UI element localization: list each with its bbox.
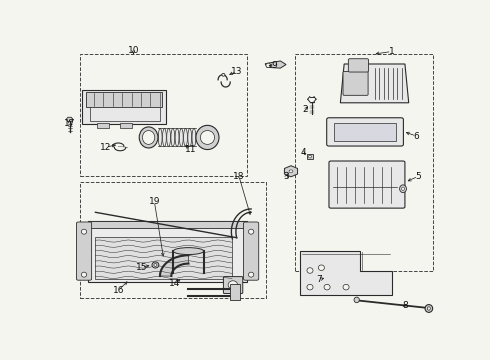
Ellipse shape: [318, 265, 324, 270]
Ellipse shape: [401, 187, 405, 190]
Bar: [230, 284, 240, 300]
Ellipse shape: [179, 129, 183, 147]
Polygon shape: [82, 90, 166, 123]
Ellipse shape: [248, 229, 254, 234]
FancyBboxPatch shape: [223, 276, 243, 293]
Bar: [88, 221, 247, 228]
Ellipse shape: [289, 170, 293, 173]
Text: 11: 11: [185, 145, 196, 154]
Text: 18: 18: [233, 172, 245, 181]
Ellipse shape: [343, 284, 349, 290]
Ellipse shape: [324, 284, 330, 290]
Ellipse shape: [81, 272, 87, 277]
FancyBboxPatch shape: [343, 72, 368, 95]
Ellipse shape: [175, 129, 179, 147]
Ellipse shape: [354, 297, 359, 303]
Bar: [307, 154, 313, 159]
Polygon shape: [265, 61, 286, 68]
FancyBboxPatch shape: [244, 222, 259, 280]
FancyBboxPatch shape: [329, 161, 405, 208]
Ellipse shape: [400, 185, 406, 193]
Ellipse shape: [228, 281, 238, 289]
Text: 12: 12: [100, 143, 111, 152]
Ellipse shape: [266, 63, 270, 68]
Text: 4: 4: [301, 148, 306, 157]
Ellipse shape: [222, 73, 225, 76]
Ellipse shape: [188, 129, 192, 147]
Ellipse shape: [154, 264, 157, 266]
Ellipse shape: [81, 229, 87, 234]
Ellipse shape: [143, 131, 155, 144]
Polygon shape: [341, 64, 409, 103]
Text: 13: 13: [231, 67, 243, 76]
Text: 8: 8: [402, 301, 408, 310]
Ellipse shape: [163, 129, 166, 147]
Bar: [90, 107, 160, 121]
Text: 14: 14: [169, 279, 180, 288]
Bar: [98, 123, 109, 128]
Ellipse shape: [158, 129, 162, 147]
Ellipse shape: [171, 129, 175, 147]
Text: 16: 16: [113, 286, 124, 295]
Ellipse shape: [196, 125, 219, 149]
Text: 15: 15: [136, 263, 147, 272]
Ellipse shape: [200, 131, 215, 144]
Text: 19: 19: [148, 197, 160, 206]
Ellipse shape: [184, 129, 187, 147]
Ellipse shape: [425, 305, 433, 312]
Ellipse shape: [307, 268, 313, 273]
Ellipse shape: [152, 262, 159, 268]
Bar: [86, 92, 162, 107]
Ellipse shape: [192, 129, 196, 147]
FancyBboxPatch shape: [334, 123, 396, 141]
Text: 3: 3: [284, 172, 289, 181]
Text: 10: 10: [128, 46, 139, 55]
Ellipse shape: [173, 248, 204, 255]
Bar: [80, 182, 267, 298]
Bar: [120, 123, 131, 128]
Wedge shape: [160, 255, 189, 276]
Bar: [80, 54, 247, 176]
Text: 9: 9: [272, 61, 277, 70]
Text: 17: 17: [64, 119, 75, 128]
Ellipse shape: [307, 284, 313, 290]
Text: 1: 1: [389, 47, 394, 56]
Ellipse shape: [167, 129, 171, 147]
FancyBboxPatch shape: [76, 222, 92, 280]
Text: 6: 6: [414, 131, 419, 140]
Bar: [96, 237, 232, 279]
Ellipse shape: [427, 307, 430, 310]
Bar: [295, 54, 434, 270]
Text: 2: 2: [303, 105, 308, 114]
Text: 5: 5: [416, 172, 421, 181]
Ellipse shape: [139, 127, 158, 148]
FancyBboxPatch shape: [348, 59, 368, 72]
Bar: [88, 221, 247, 282]
Ellipse shape: [248, 272, 254, 277]
Polygon shape: [66, 117, 73, 122]
Ellipse shape: [309, 155, 312, 158]
FancyBboxPatch shape: [327, 118, 403, 146]
Text: 7: 7: [317, 275, 322, 284]
Polygon shape: [300, 251, 392, 296]
